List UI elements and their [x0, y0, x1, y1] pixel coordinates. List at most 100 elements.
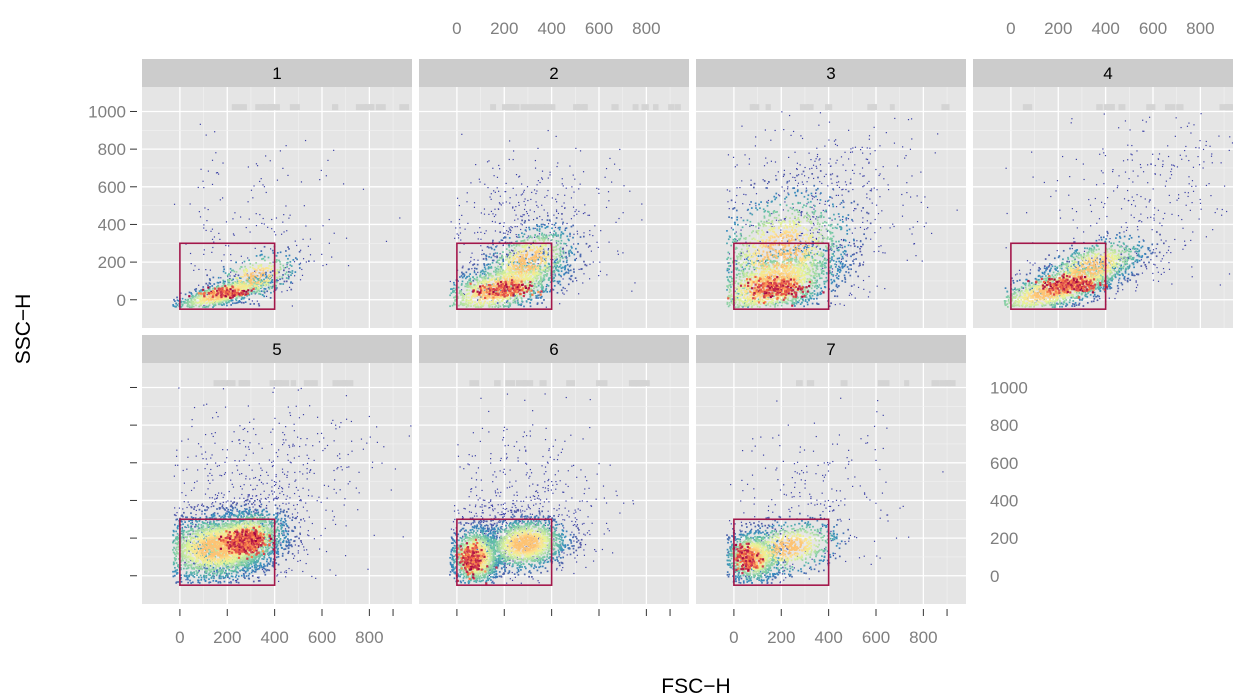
data-point	[727, 238, 730, 241]
data-point	[579, 253, 582, 256]
data-point	[524, 282, 527, 284]
data-point	[509, 304, 512, 307]
data-point	[536, 277, 539, 280]
data-point	[547, 249, 549, 251]
data-point	[239, 289, 242, 291]
data-point	[600, 230, 602, 232]
data-point	[180, 301, 182, 304]
data-point	[460, 239, 462, 241]
data-point	[240, 279, 242, 282]
data-point	[847, 158, 850, 160]
data-point	[508, 303, 511, 306]
data-point	[496, 302, 499, 304]
data-point	[191, 300, 193, 303]
data-point	[231, 284, 234, 287]
data-point	[469, 277, 472, 280]
data-point	[507, 282, 509, 284]
data-point	[492, 213, 494, 215]
data-point	[534, 252, 537, 255]
data-point	[547, 279, 550, 281]
data-point	[470, 256, 472, 259]
data-point	[804, 298, 807, 301]
data-point	[487, 272, 490, 275]
data-point	[844, 264, 847, 266]
data-point	[507, 298, 510, 301]
data-point	[538, 281, 540, 283]
data-point	[841, 244, 843, 246]
data-point	[540, 223, 543, 226]
data-point	[507, 275, 510, 277]
saturated-events	[231, 104, 410, 111]
data-point	[506, 289, 508, 292]
data-point	[250, 293, 253, 295]
data-point	[529, 301, 532, 304]
data-point	[190, 262, 192, 265]
data-point	[506, 230, 508, 232]
data-point	[485, 290, 488, 292]
data-point	[504, 279, 507, 282]
data-point	[794, 238, 797, 241]
data-point	[496, 176, 499, 178]
data-point	[275, 281, 278, 284]
data-point	[549, 267, 551, 269]
data-point	[515, 265, 518, 267]
data-point	[843, 249, 846, 252]
data-point	[475, 164, 477, 166]
data-point	[458, 223, 461, 225]
data-point	[767, 210, 769, 213]
data-point	[536, 235, 539, 237]
data-point	[809, 229, 811, 231]
data-point	[500, 296, 503, 299]
data-point	[501, 292, 504, 295]
data-point	[744, 267, 746, 270]
data-point	[537, 147, 539, 149]
data-point	[517, 234, 520, 236]
panel-strip	[696, 59, 966, 87]
data-point	[230, 283, 232, 286]
data-point	[545, 306, 547, 308]
data-point	[528, 298, 531, 300]
data-point	[523, 233, 526, 236]
data-point	[497, 286, 499, 288]
data-point	[833, 280, 836, 283]
data-point	[524, 245, 527, 248]
data-point	[798, 174, 800, 176]
data-point	[304, 139, 307, 142]
data-point	[516, 298, 519, 300]
data-point	[564, 194, 566, 196]
data-point	[534, 285, 536, 288]
data-point	[531, 256, 534, 259]
data-point	[266, 280, 269, 283]
data-point	[842, 257, 844, 260]
data-point	[816, 287, 818, 290]
data-point	[809, 200, 812, 203]
data-point	[823, 262, 826, 265]
data-point	[203, 298, 206, 300]
data-point	[822, 249, 825, 251]
data-point	[772, 256, 775, 258]
data-point	[282, 274, 284, 276]
data-point	[307, 260, 310, 263]
data-point	[869, 291, 871, 293]
data-point	[305, 225, 307, 227]
data-point	[556, 280, 559, 283]
data-point	[258, 283, 261, 285]
data-point	[219, 281, 222, 284]
data-point	[539, 255, 542, 258]
data-point	[860, 245, 862, 248]
data-point	[495, 278, 498, 281]
data-point	[255, 283, 258, 285]
data-point	[551, 227, 553, 230]
data-point	[906, 192, 908, 194]
data-point	[822, 209, 824, 212]
data-point	[552, 288, 555, 291]
data-point	[523, 270, 526, 273]
data-point	[839, 268, 842, 271]
data-point	[235, 271, 238, 273]
data-point	[816, 147, 818, 149]
data-point	[239, 283, 242, 285]
data-point	[515, 277, 518, 280]
data-point	[454, 300, 457, 302]
data-point	[819, 170, 822, 172]
data-point	[536, 184, 538, 186]
